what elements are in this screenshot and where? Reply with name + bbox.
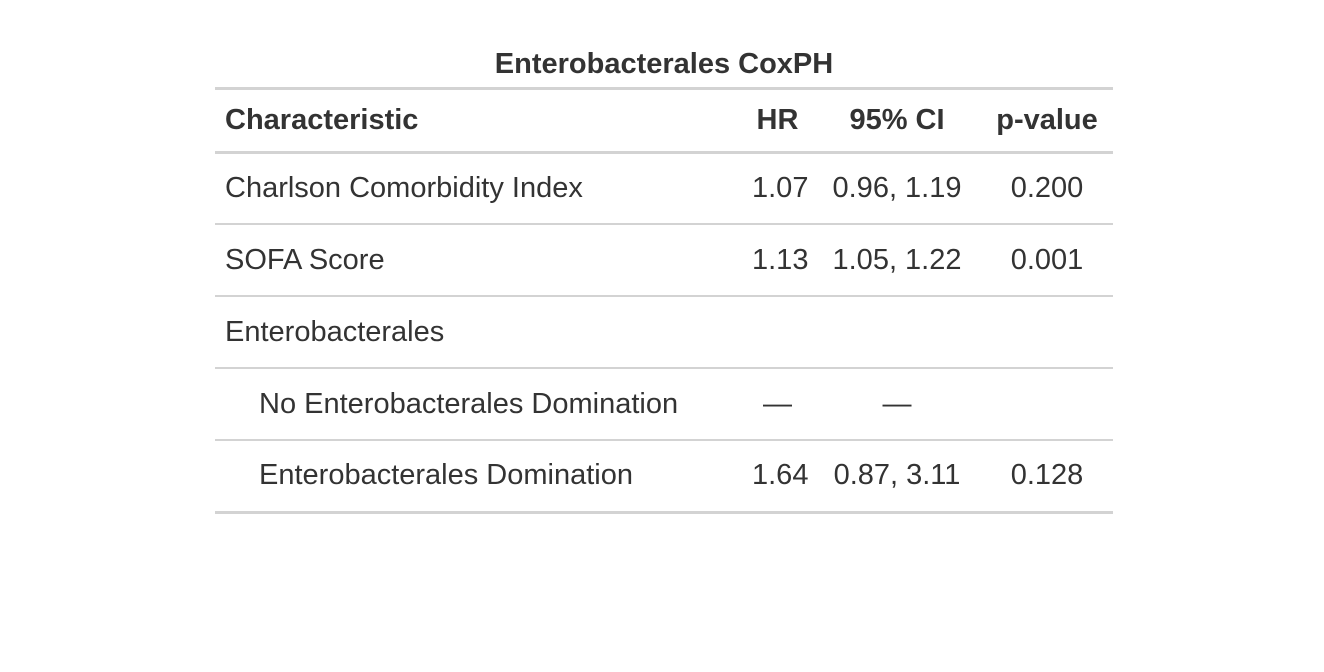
table-title: Enterobacterales CoxPH (215, 40, 1113, 90)
table-row: No Enterobacterales Domination — — (215, 368, 1113, 441)
p-value: 0.200 (981, 152, 1113, 225)
column-header-ci: 95% CI (813, 90, 981, 154)
coxph-results-table: Characteristic HR 95% CI p-value Charlso… (215, 90, 1113, 514)
hr-value: 1.13 (742, 224, 813, 297)
hr-value: 1.64 (742, 440, 813, 514)
row-label: Charlson Comorbidity Index (215, 152, 742, 225)
row-label: Enterobacterales (215, 296, 742, 369)
header-row: Characteristic HR 95% CI p-value (215, 90, 1113, 154)
table-row: Enterobacterales (215, 296, 1113, 369)
row-label: SOFA Score (215, 224, 742, 297)
table-row: Enterobacterales Domination 1.64 0.87, 3… (215, 440, 1113, 514)
column-header-characteristic: Characteristic (215, 90, 742, 154)
ci-value: 1.05, 1.22 (813, 224, 981, 297)
hr-value (742, 296, 813, 369)
p-value (981, 296, 1113, 369)
p-value (981, 368, 1113, 441)
table-row: Charlson Comorbidity Index 1.07 0.96, 1.… (215, 152, 1113, 225)
row-label: Enterobacterales Domination (215, 440, 742, 514)
table-row: SOFA Score 1.13 1.05, 1.22 0.001 (215, 224, 1113, 297)
ci-value: 0.96, 1.19 (813, 152, 981, 225)
row-label: No Enterobacterales Domination (215, 368, 742, 441)
p-value: 0.128 (981, 440, 1113, 514)
hr-value: — (742, 368, 813, 441)
p-value: 0.001 (981, 224, 1113, 297)
ci-value: — (813, 368, 981, 441)
results-table-container: Enterobacterales CoxPH Characteristic HR… (215, 40, 1113, 514)
column-header-p-value: p-value (981, 90, 1113, 154)
column-header-hr: HR (742, 90, 813, 154)
hr-value: 1.07 (742, 152, 813, 225)
ci-value: 0.87, 3.11 (813, 440, 981, 514)
ci-value (813, 296, 981, 369)
